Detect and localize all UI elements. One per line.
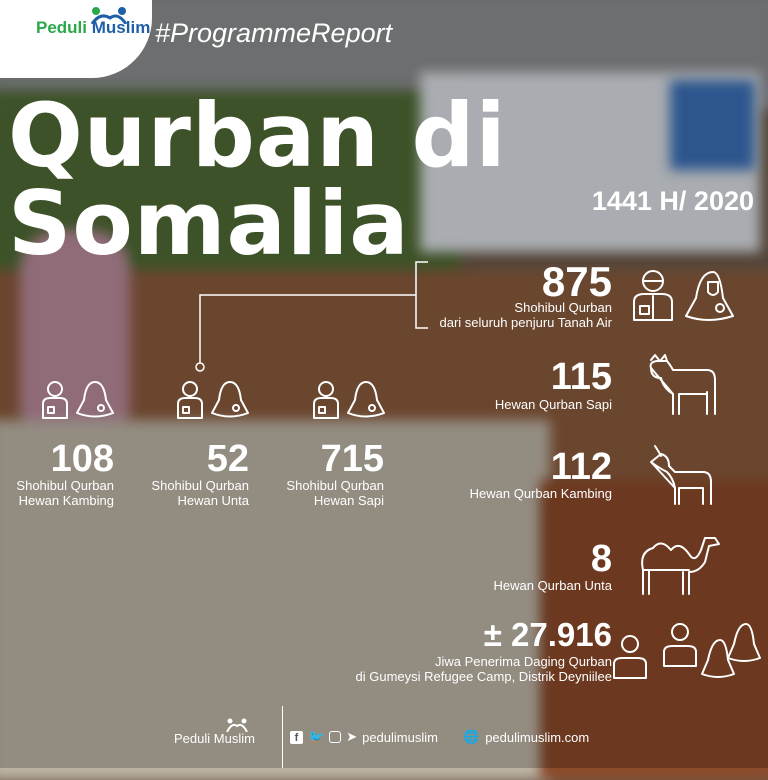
man-woman-icon [628, 268, 748, 329]
photo-goats [0, 420, 550, 780]
website-url[interactable]: pedulimuslim.com [485, 729, 590, 745]
stat-kambing-shohibul-label: Shohibul Qurban Hewan Kambing [16, 478, 114, 508]
logo-text-peduli: Peduli [36, 18, 88, 37]
label-line: di Gumeysi Refugee Camp, Distrik Deyniil… [355, 669, 612, 684]
photo-goat-brown [540, 480, 768, 780]
facebook-icon[interactable]: f [290, 730, 303, 744]
social-handle[interactable]: pedulimuslim [362, 729, 438, 745]
stat-shohibul-total-value: 875 [541, 258, 612, 305]
instagram-icon[interactable] [329, 731, 342, 743]
label-line: Jiwa Penerima Daging Qurban [434, 654, 612, 669]
twitter-icon[interactable]: 🐦 [308, 729, 325, 744]
logo-text-muslim: Muslim [91, 18, 151, 37]
stat-kambing-label: Hewan Qurban Kambing [469, 486, 612, 501]
stat-sapi-label: Hewan Qurban Sapi [494, 397, 612, 412]
label-line: Shohibul Qurban [151, 478, 249, 493]
stat-kambing-value: 112 [550, 446, 612, 488]
logo-people-icon [90, 6, 130, 29]
social-links[interactable]: f 🐦 ➤ pedulimuslim [290, 729, 438, 745]
stat-sapi-shohibul-value: 715 [320, 438, 384, 480]
footer-logo: Peduli Muslim [174, 731, 255, 746]
stat-unta-label: Hewan Qurban Unta [493, 578, 612, 593]
page-subtitle: 1441 H/ 2020 [591, 186, 754, 216]
stat-penerima-value: ± 27.916 [483, 616, 612, 653]
label-line: Shohibul Qurban [286, 478, 384, 493]
photo-sign-blue [670, 80, 755, 170]
man-woman-icon [175, 380, 251, 425]
footer-logo-people-icon [226, 718, 248, 732]
label-line: Shohibul Qurban [514, 300, 612, 315]
label-line: dari seluruh penjuru Tanah Air [439, 315, 613, 330]
hashtag-title: #ProgrammeReport [155, 18, 393, 48]
stat-shohibul-total-label: Shohibul Qurban dari seluruh penjuru Tana… [440, 300, 613, 330]
footer-logo-muslim: Muslim [213, 731, 255, 746]
label-line: Hewan Kambing [18, 493, 114, 508]
stat-unta-shohibul-value: 52 [206, 438, 249, 480]
cow-icon [645, 352, 720, 421]
man-woman-icon [40, 380, 116, 425]
label-line: Hewan Sapi [313, 493, 384, 508]
man-woman-icon [311, 380, 387, 425]
group-icon [608, 620, 764, 687]
connector-bracket [195, 261, 428, 372]
website-link[interactable]: 🌐 pedulimuslim.com [463, 729, 589, 745]
label-line: Hewan Unta [177, 493, 249, 508]
camel-icon [635, 530, 725, 603]
stat-unta-shohibul-label: Shohibul Qurban Hewan Unta [151, 478, 249, 508]
globe-icon: 🌐 [463, 729, 480, 744]
stat-unta-value: 8 [590, 538, 612, 580]
footer-logo-peduli: Peduli [174, 731, 211, 746]
page-title: Qurban di Somalia [8, 84, 507, 275]
telegram-icon[interactable]: ➤ [346, 729, 358, 744]
goat-icon [645, 442, 717, 513]
stat-sapi-value: 115 [550, 356, 612, 398]
logo-badge [0, 0, 152, 78]
stat-sapi-shohibul-label: Shohibul Qurban Hewan Sapi [286, 478, 384, 508]
stat-penerima-label: Jiwa Penerima Daging Qurban di Gumeysi Re… [356, 654, 612, 684]
label-line: Shohibul Qurban [16, 478, 114, 493]
logo: Peduli Muslim [36, 18, 150, 38]
stat-kambing-shohibul-value: 108 [50, 438, 114, 480]
footer-divider [282, 706, 283, 768]
